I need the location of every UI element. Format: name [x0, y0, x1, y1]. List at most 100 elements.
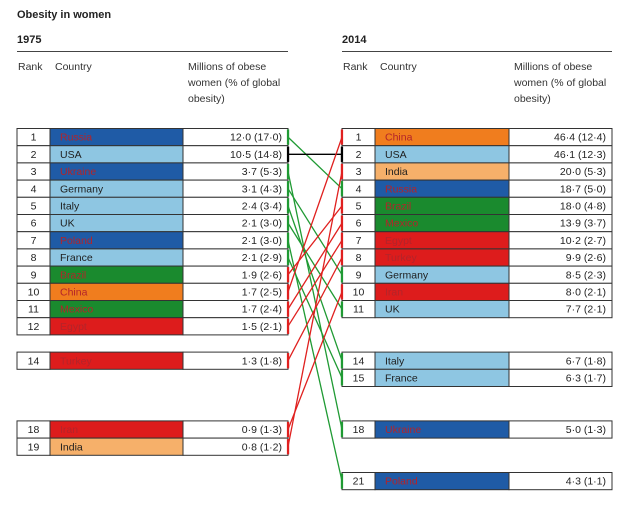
value-label: 8·0 (2·1): [566, 287, 606, 299]
rank-label: 5: [356, 201, 362, 213]
header-millions-1975: Millions of obese women (% of global obe…: [188, 61, 281, 105]
value-label: 7·7 (2·1): [566, 304, 606, 316]
rank-label: 1: [31, 132, 37, 144]
value-label: 2·1 (3·0): [242, 218, 282, 230]
table-row-2014-egypt: 7 Egypt 10·2 (2·7): [341, 231, 613, 250]
value-label: 13·9 (3·7): [560, 218, 606, 230]
value-label: 1·5 (2·1): [242, 321, 282, 333]
country-label: UK: [60, 218, 75, 230]
value-label: 9·9 (2·6): [566, 252, 606, 264]
value-label: 6·7 (1·8): [566, 355, 606, 367]
table-row-1975-turkey: 14 Turkey 1·3 (1·8): [16, 351, 289, 370]
table-row-2014-china: 1 China 46·4 (12·4): [341, 128, 613, 147]
value-label: 0·9 (1·3): [242, 424, 282, 436]
country-label: Egypt: [60, 321, 87, 333]
header-country-2014: Country: [380, 61, 417, 73]
table-row-1975-brazil: 9 Brazil 1·9 (2·6): [16, 265, 289, 284]
country-label: Egypt: [385, 235, 412, 247]
value-label: 3·7 (5·3): [242, 166, 282, 178]
table-row-1975-ukraine: 3 Ukraine 3·7 (5·3): [16, 162, 289, 181]
header-rank-2014: Rank: [343, 61, 368, 73]
rank-label: 3: [31, 166, 37, 178]
value-label: 3·1 (4·3): [242, 183, 282, 195]
table-row-2014-turkey: 8 Turkey 9·9 (2·6): [341, 248, 613, 267]
country-label: France: [60, 252, 93, 264]
connector-mexico: [287, 222, 343, 310]
connector-ukraine: [287, 171, 343, 430]
value-label: 0·8 (1·2): [242, 441, 282, 453]
country-label: UK: [385, 304, 400, 316]
country-label: Russia: [60, 132, 92, 144]
rank-label: 5: [31, 201, 37, 213]
rank-label: 6: [31, 218, 37, 230]
country-label: Mexico: [385, 218, 418, 230]
table-row-2014-mexico: 6 Mexico 13·9 (3·7): [341, 214, 613, 233]
table-row-2014-russia: 4 Russia 18·7 (5·0): [341, 179, 613, 198]
table-row-2014-ukraine: 18 Ukraine 5·0 (1·3): [341, 420, 613, 439]
country-label: Germany: [60, 183, 104, 195]
country-label: China: [385, 132, 413, 144]
value-label: 2·1 (3·0): [242, 235, 282, 247]
connector-egypt: [287, 239, 343, 327]
rank-label: 4: [356, 183, 362, 195]
table-row-2014-india: 3 India 20·0 (5·3): [341, 162, 613, 181]
country-label: Brazil: [385, 201, 411, 213]
rank-label: 9: [31, 269, 37, 281]
table-row-1975-germany: 4 Germany 3·1 (4·3): [16, 179, 289, 198]
table-row-1975-italy: 5 Italy 2·4 (3·4): [16, 196, 289, 216]
country-label: Turkey: [385, 252, 417, 264]
rank-label: 18: [353, 424, 365, 436]
table-row-1975-mexico: 11 Mexico 1·7 (2·4): [16, 300, 289, 319]
value-label: 1·3 (1·8): [242, 355, 282, 367]
country-label: Italy: [385, 355, 405, 367]
table-row-2014-italy: 14 Italy 6·7 (1·8): [341, 351, 613, 370]
table-row-2014-iran: 10 Iran 8·0 (2·1): [341, 282, 613, 301]
rank-label: 8: [31, 252, 37, 264]
country-label: Ukraine: [385, 424, 421, 436]
value-label: 2·4 (3·4): [242, 201, 282, 213]
table-row-1975-iran: 18 Iran 0·9 (1·3): [16, 420, 289, 439]
country-label: Ukraine: [60, 166, 96, 178]
country-label: Italy: [60, 201, 80, 213]
value-label: 10·2 (2·7): [560, 235, 606, 247]
value-label: 20·0 (5·3): [560, 166, 606, 178]
rank-label: 8: [356, 252, 362, 264]
value-cell: [508, 472, 613, 491]
value-label: 1·7 (2·4): [242, 304, 282, 316]
value-label: 46·1 (12·3): [554, 149, 606, 161]
rank-label: 9: [356, 269, 362, 281]
rank-label: 4: [31, 183, 37, 195]
header-rule-2014: [342, 51, 612, 52]
country-label: Iran: [385, 287, 403, 299]
connector-france: [287, 257, 343, 379]
rank-label: 2: [31, 149, 37, 161]
value-cell: [508, 368, 613, 387]
rank-change-edge-overlay: [286, 129, 344, 489]
connector-india: [287, 171, 343, 447]
value-label: 5·0 (1·3): [566, 424, 606, 436]
country-label: India: [60, 441, 83, 453]
rank-label: 7: [31, 235, 37, 247]
value-label: 18·7 (5·0): [560, 183, 606, 195]
table-row-1975-usa: 2 USA 10·5 (14·8): [16, 145, 289, 164]
value-label: 1·7 (2·5): [242, 287, 282, 299]
country-label: Brazil: [60, 269, 86, 281]
rank-label: 10: [353, 287, 365, 299]
header-country-1975: Country: [55, 61, 92, 73]
rank-change-connectors: [286, 129, 344, 489]
value-label: 1·9 (2·6): [242, 269, 282, 281]
value-label: 2·1 (2·9): [242, 252, 282, 264]
year-label-2014: 2014: [342, 34, 367, 46]
rank-label: 14: [28, 355, 40, 367]
rank-label: 7: [356, 235, 362, 247]
country-label: India: [385, 166, 408, 178]
country-label: Turkey: [60, 355, 92, 367]
value-cell: [508, 300, 613, 319]
table-1975: 1 Russia 12·0 (17·0) 2 USA 10·5 (14·8) 3 Ukrain…: [16, 128, 289, 456]
table-row-1975-egypt: 12 Egypt 1·5 (2·1): [16, 317, 289, 336]
value-label: 12·0 (17·0): [230, 132, 282, 144]
year-label-1975: 1975: [17, 34, 42, 46]
table-row-1975-india: 19 India 0·8 (1·2): [16, 437, 289, 456]
country-label: Poland: [60, 235, 93, 247]
value-label: 4·3 (1·1): [566, 476, 606, 488]
